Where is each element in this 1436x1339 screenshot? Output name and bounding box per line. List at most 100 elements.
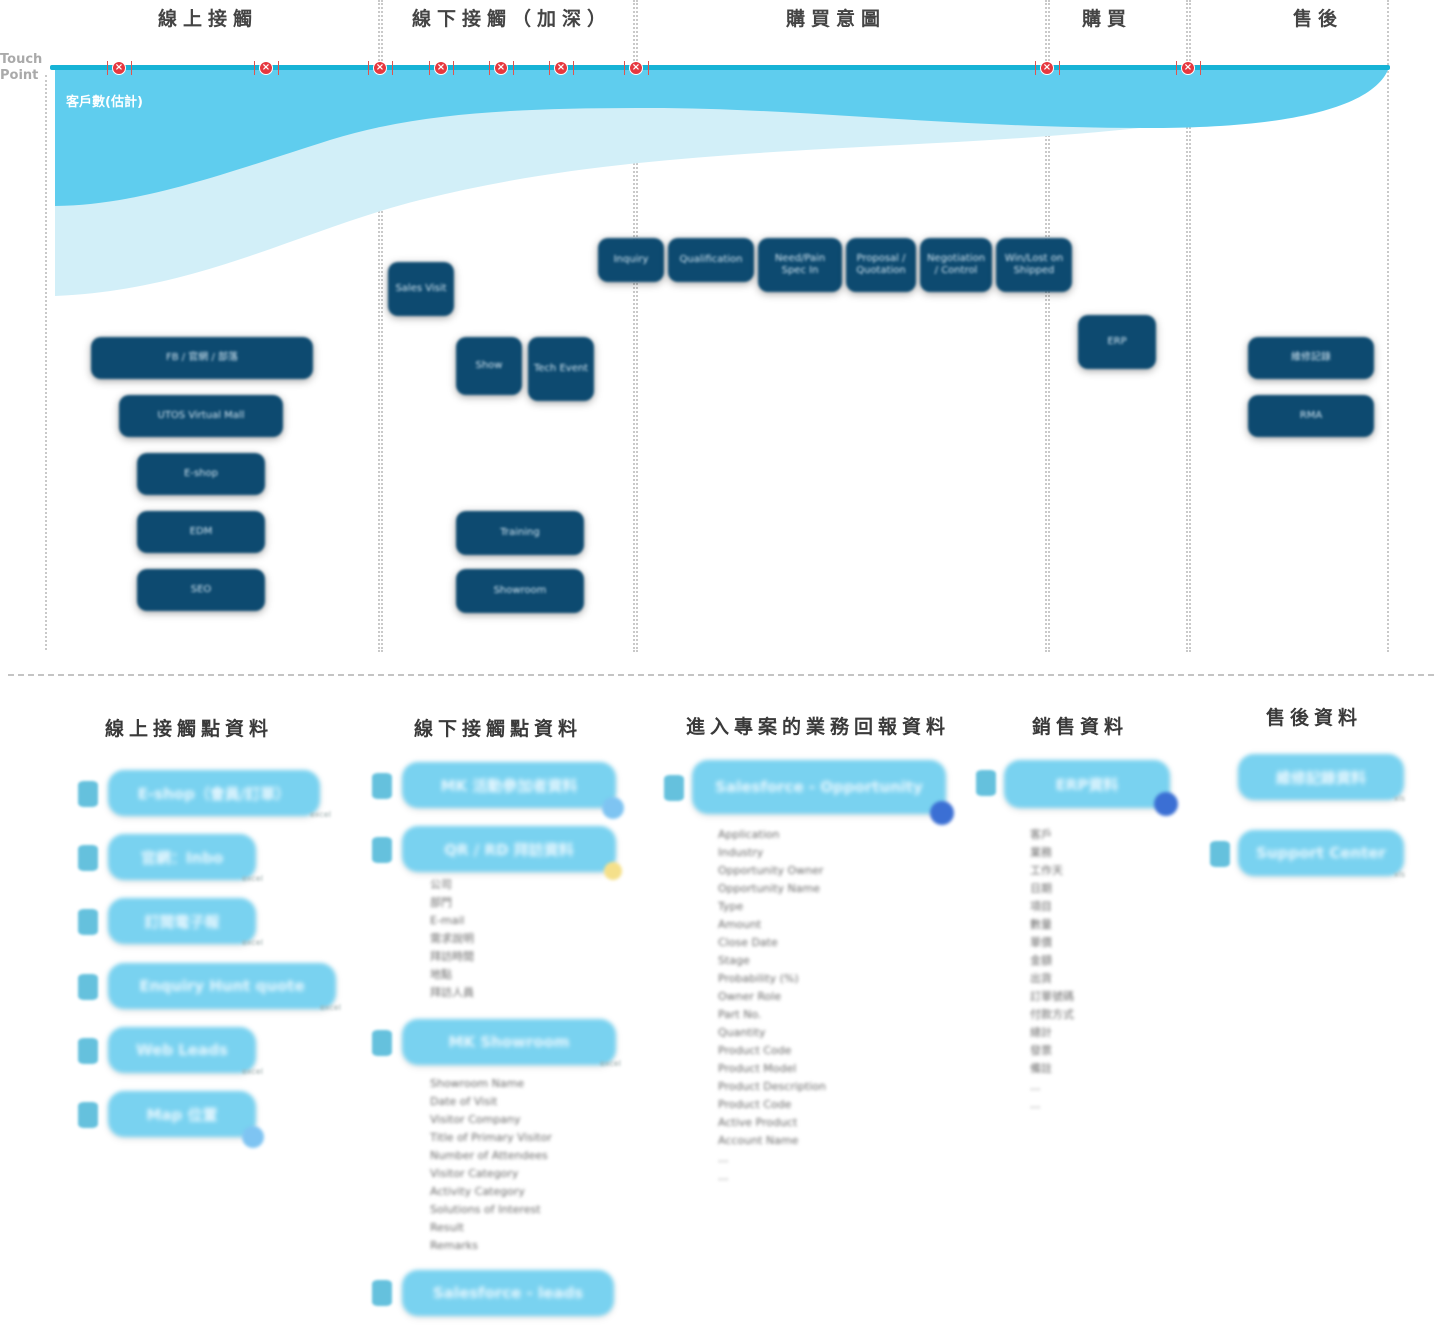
timeline-tick: [278, 61, 279, 75]
stage-divider: [1048, 0, 1050, 652]
field-item: Visitor Category: [430, 1167, 519, 1180]
data-node-newsletter[interactable]: 訂閱電子報: [108, 898, 256, 944]
field-item: 客戶: [1030, 828, 1052, 841]
field-item: 部門: [430, 896, 452, 909]
touchpoint-x-icon[interactable]: ×: [1181, 61, 1195, 75]
field-item: 付款方式: [1030, 1008, 1074, 1021]
touch-node-proposal[interactable]: Proposal / Quotation: [846, 238, 916, 292]
touch-node-sales-visit[interactable]: Sales Visit: [388, 262, 454, 316]
touch-node-inquiry[interactable]: Inquiry: [598, 238, 664, 282]
database-icon: [78, 781, 98, 807]
data-node-repair[interactable]: 維修記錄資料: [1238, 754, 1404, 800]
node-tag: xls: [1394, 794, 1406, 803]
touch-node-repair[interactable]: 維修記錄: [1248, 337, 1374, 379]
field-item: Title of Primary Visitor: [430, 1131, 552, 1144]
touch-node-erp[interactable]: ERP: [1078, 315, 1156, 369]
field-item: 總計: [1030, 1026, 1052, 1039]
timeline-tick: [392, 61, 393, 75]
touch-node-seo[interactable]: SEO: [137, 569, 265, 611]
touchpoint-x-icon[interactable]: ×: [259, 61, 273, 75]
field-item: Quantity: [718, 1026, 766, 1039]
timeline-tick: [453, 61, 454, 75]
stage-divider: [636, 0, 638, 652]
touch-node-website[interactable]: FB / 官網 / 部落: [91, 337, 313, 379]
timeline-tick: [429, 61, 430, 75]
field-item: E-mail: [430, 914, 465, 927]
touchpoint-timeline: [50, 65, 1390, 70]
stage-title-intent: 購買意圖: [786, 8, 887, 30]
touch-node-rma[interactable]: RMA: [1248, 395, 1374, 437]
touch-node-qualification[interactable]: Qualification: [668, 238, 754, 282]
field-item: ...: [718, 1170, 729, 1183]
timeline-tick: [573, 61, 574, 75]
touchpoint-x-icon[interactable]: ×: [112, 61, 126, 75]
data-node-sf-opportunity[interactable]: Salesforce - Opportunity: [692, 760, 946, 814]
field-item: Product Code: [718, 1098, 792, 1111]
timeline-tick: [648, 61, 649, 75]
section-title-online: 線上接觸點資料: [105, 718, 274, 740]
data-node-mk-event[interactable]: MK 活動參加者資料: [402, 762, 616, 808]
field-item: Result: [430, 1221, 464, 1234]
data-node-showroom[interactable]: MK Showroom: [402, 1019, 616, 1065]
touchpoint-x-icon[interactable]: ×: [373, 61, 387, 75]
touchpoint-x-icon[interactable]: ×: [554, 61, 568, 75]
field-item: Opportunity Owner: [718, 864, 824, 877]
touchpoint-label: Touch Point: [0, 52, 43, 83]
touch-node-virtual-mall[interactable]: UTOS Virtual Mall: [119, 395, 283, 437]
touch-node-edm[interactable]: EDM: [137, 511, 265, 553]
field-item: 拜訪人員: [430, 986, 474, 999]
database-icon: [78, 1102, 98, 1128]
section-title-offline: 線下接觸點資料: [414, 718, 583, 740]
data-node-visit[interactable]: QR / RD 拜訪資料: [402, 826, 616, 872]
field-item: Date of Visit: [430, 1095, 498, 1108]
field-item: Showroom Name: [430, 1077, 525, 1090]
touchpoint-x-icon[interactable]: ×: [1040, 61, 1054, 75]
link-badge-icon: [602, 797, 624, 819]
field-item: Amount: [718, 918, 762, 931]
field-item: Active Product: [718, 1116, 798, 1129]
timeline-tick: [624, 61, 625, 75]
timeline-tick: [107, 61, 108, 75]
field-item: 金額: [1030, 954, 1052, 967]
touchpoint-x-icon[interactable]: ×: [494, 61, 508, 75]
timeline-tick: [131, 61, 132, 75]
note-badge-icon: [604, 862, 622, 880]
section-title-project: 進入專案的業務回報資料: [686, 716, 951, 738]
stage-divider: [1186, 0, 1188, 652]
touch-node-win-lost[interactable]: Win/Lost on Shipped: [996, 238, 1072, 292]
database-icon: [1210, 841, 1230, 867]
field-item: Solutions of Interest: [430, 1203, 541, 1216]
touchpoint-x-icon[interactable]: ×: [434, 61, 448, 75]
field-list-sales: 客戶 業務 工作天 日期 項目 數量 單價 金額 出貨 訂單號碼 付款方式 總計…: [1030, 826, 1074, 1114]
field-list-opportunity: Application Industry Opportunity Owner O…: [718, 826, 826, 1186]
touch-node-negotiation[interactable]: Negotiation / Control: [920, 238, 992, 292]
field-item: 業務: [1030, 846, 1052, 859]
stage-divider: [45, 75, 47, 650]
touch-node-tech-event[interactable]: Tech Event: [528, 337, 594, 401]
touch-node-show[interactable]: Show: [456, 337, 522, 395]
data-node-web-leads[interactable]: Web Leads: [108, 1027, 256, 1073]
touch-node-training[interactable]: Training: [456, 511, 584, 555]
field-item: 項目: [1030, 900, 1052, 913]
data-node-website-inbox[interactable]: 官網：Inbo: [108, 834, 256, 880]
touch-node-showroom[interactable]: Showroom: [456, 569, 584, 613]
data-node-sf-leads[interactable]: Salesforce - leads: [402, 1270, 614, 1316]
field-item: Product Description: [718, 1080, 826, 1093]
node-tag: excel: [600, 1059, 621, 1068]
timeline-tick: [368, 61, 369, 75]
field-item: 地點: [430, 968, 452, 981]
data-node-erp[interactable]: ERP資料: [1004, 760, 1170, 808]
node-tag: excel: [320, 1003, 341, 1012]
data-node-eshop[interactable]: E-shop（會員/訂單）: [108, 770, 320, 816]
touch-node-need-spec[interactable]: Need/Pain Spec In: [758, 238, 842, 292]
stage-title-aftersales: 售後: [1293, 8, 1344, 30]
stage-divider: [633, 0, 635, 652]
database-icon: [78, 909, 98, 935]
touch-node-eshop[interactable]: E-shop: [137, 453, 265, 495]
data-node-enquiry[interactable]: Enquiry Hunt quote: [108, 963, 336, 1009]
data-node-support-center[interactable]: Support Center: [1238, 830, 1404, 876]
timeline-tick: [254, 61, 255, 75]
stage-title-purchase: 購買: [1082, 8, 1133, 30]
data-node-map[interactable]: Map 位置: [108, 1091, 256, 1137]
touchpoint-x-icon[interactable]: ×: [629, 61, 643, 75]
